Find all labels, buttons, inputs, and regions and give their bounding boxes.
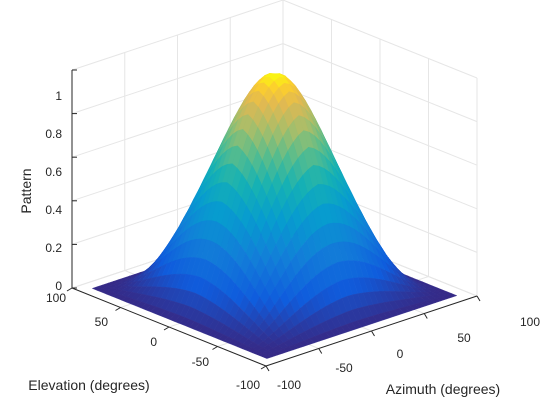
y-tick-mark xyxy=(212,346,218,350)
x-axis-label: Azimuth (degrees) xyxy=(386,381,500,397)
x-tick-label: 50 xyxy=(457,331,471,345)
z-tick-label: 0.8 xyxy=(45,127,62,141)
x-tick-mark xyxy=(423,313,428,319)
y-tick-mark xyxy=(66,287,73,292)
x-tick-labels: -100 -50 0 50 100 xyxy=(277,315,540,392)
y-tick-label: -100 xyxy=(236,378,260,392)
grid-line xyxy=(282,86,478,166)
surface-facet xyxy=(261,354,273,359)
y-axis-label: Elevation (degrees) xyxy=(28,377,149,393)
grid-line xyxy=(71,43,284,115)
grid-line xyxy=(282,43,478,123)
y-tick-label: 50 xyxy=(95,315,109,329)
x-tick-label: -50 xyxy=(335,361,353,375)
x-tick-mark xyxy=(476,295,481,302)
y-tick-labels: 100 50 0 -50 -100 xyxy=(46,291,260,392)
x-tick-mark xyxy=(371,330,375,337)
y-tick-mark xyxy=(260,365,267,370)
x-tick-label: 100 xyxy=(520,315,540,329)
y-tick-mark xyxy=(115,307,121,311)
axes-box xyxy=(66,69,481,372)
y-tick-label: -50 xyxy=(192,355,210,369)
grid-line xyxy=(282,0,478,79)
z-axis-label: Pattern xyxy=(18,168,34,213)
y-tick-mark xyxy=(163,326,170,331)
pattern-surface xyxy=(91,73,458,359)
grid-line xyxy=(71,0,284,71)
z-tick-label: 0.6 xyxy=(45,165,62,179)
x-tick-label: -100 xyxy=(277,378,301,392)
x-tick-mark xyxy=(265,365,270,372)
y-tick-label: 0 xyxy=(150,335,157,349)
x-tick-label: 0 xyxy=(397,347,404,361)
z-tick-label: 0.2 xyxy=(45,241,62,255)
z-tick-label: 0 xyxy=(55,279,62,293)
z-tick-label: 1 xyxy=(55,89,62,103)
z-tick-labels: 0 0.2 0.4 0.6 0.8 1 xyxy=(45,89,62,293)
y-tick-label: 100 xyxy=(46,291,66,305)
x-tick-mark xyxy=(318,348,323,354)
z-tick-label: 0.4 xyxy=(45,203,62,217)
